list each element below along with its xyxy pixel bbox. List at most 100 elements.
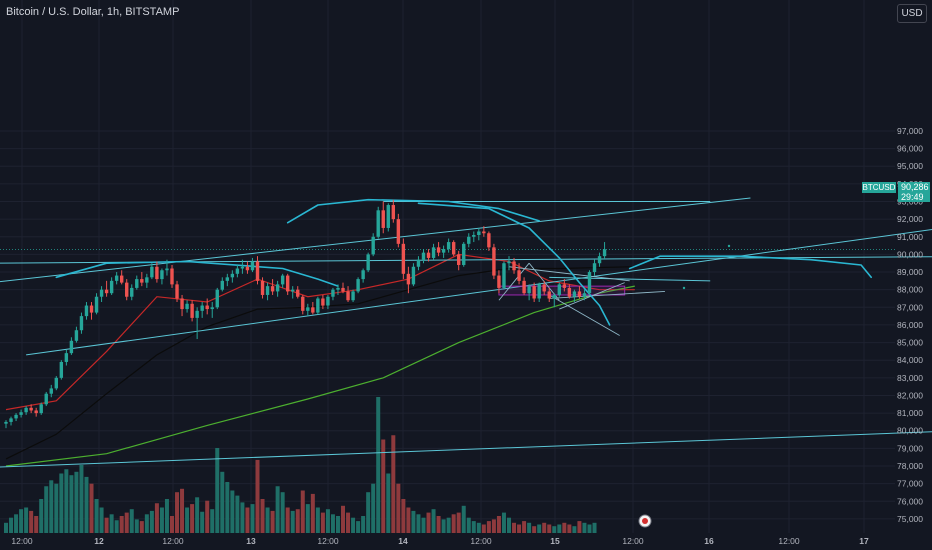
- volume-bar: [310, 493, 315, 533]
- candle-body: [386, 205, 390, 228]
- y-tick-label: 91,000: [897, 232, 923, 242]
- candle-body: [170, 268, 174, 285]
- candle-body: [527, 286, 531, 294]
- volume-bar: [295, 509, 300, 533]
- volume-bar: [346, 512, 351, 533]
- volume-bar: [320, 512, 325, 533]
- trendlines: [0, 197, 932, 468]
- volume-bar: [441, 519, 446, 533]
- candle-body: [592, 263, 597, 273]
- volume-bar: [260, 499, 265, 533]
- candle-body: [446, 242, 451, 250]
- candle-body: [341, 287, 345, 292]
- volume-bar: [240, 502, 245, 533]
- candle-body: [572, 291, 577, 297]
- candle-body: [125, 282, 129, 297]
- candle-body: [135, 279, 139, 288]
- volume-bar: [330, 514, 335, 533]
- freehand-arc: [628, 255, 872, 279]
- candle-body: [416, 259, 421, 267]
- volume-bar: [104, 517, 109, 533]
- volume-bar: [547, 524, 552, 533]
- x-tick-label: 12:00: [778, 536, 800, 546]
- volume-bar: [4, 522, 8, 533]
- candle-body: [401, 243, 406, 274]
- candle-body: [552, 294, 556, 299]
- volume-bar: [169, 516, 174, 533]
- candle-body: [301, 296, 305, 311]
- x-tick-label: 12:00: [162, 536, 184, 546]
- candle-body: [542, 284, 546, 292]
- wedge-line: [508, 266, 630, 282]
- candle-body: [311, 307, 315, 313]
- x-tick-label: 13: [246, 536, 256, 546]
- volume-bar: [592, 522, 597, 533]
- candle-body: [275, 284, 280, 292]
- candle-body: [366, 254, 370, 271]
- candle-body: [441, 249, 446, 253]
- volume-bar: [39, 499, 44, 533]
- volume-bar: [250, 504, 255, 533]
- candle-body: [114, 275, 119, 281]
- candle-body: [24, 407, 28, 413]
- y-tick-label: 89,000: [897, 267, 923, 277]
- volume-bar: [446, 517, 451, 533]
- candle-body: [507, 261, 511, 264]
- candle-body: [14, 414, 18, 419]
- y-tick-label: 78,000: [897, 461, 923, 471]
- marker-dot: [682, 286, 686, 290]
- volume-bar: [386, 473, 391, 533]
- volume-bar: [351, 517, 356, 533]
- candle-body: [582, 293, 587, 297]
- volume-bar: [119, 516, 124, 533]
- volume-bar: [205, 500, 210, 533]
- freehand-arc: [286, 198, 540, 224]
- volume-bar: [275, 486, 280, 533]
- volume-bar: [496, 516, 501, 533]
- volume-bar: [99, 507, 104, 533]
- volume-bar: [245, 507, 250, 533]
- volume-bar: [84, 476, 89, 533]
- volume-bar: [426, 512, 431, 533]
- candle-body: [602, 249, 607, 257]
- candle-body: [69, 340, 74, 354]
- candle-body: [260, 280, 265, 295]
- volume-bar: [14, 514, 19, 533]
- volume-bar: [587, 524, 592, 533]
- candle-body: [79, 316, 84, 331]
- currency-button[interactable]: USD: [897, 4, 927, 23]
- volume-bar: [461, 505, 466, 533]
- y-tick-label: 87,000: [897, 302, 923, 312]
- trendline: [0, 197, 751, 283]
- volume-bar: [24, 507, 29, 533]
- freehand-arc: [55, 260, 339, 287]
- volume-bar: [114, 520, 119, 533]
- candle-body: [457, 254, 461, 265]
- volume-bar: [491, 519, 496, 533]
- volume-bar: [341, 505, 346, 533]
- candle-body: [230, 273, 235, 278]
- candle-body: [34, 410, 38, 414]
- event-badge-dot-icon: [642, 518, 648, 524]
- y-tick-label: 90,000: [897, 249, 923, 259]
- freehand-drawings: [55, 198, 872, 528]
- volume-bar: [507, 517, 511, 533]
- candle-body: [296, 289, 300, 297]
- volume-bar: [69, 475, 74, 533]
- volume-bar: [517, 524, 522, 533]
- candle-body: [497, 275, 501, 288]
- candle-body: [140, 279, 144, 283]
- volume-bar: [74, 471, 79, 533]
- volume-bar: [411, 510, 416, 533]
- y-tick-label: 76,000: [897, 496, 923, 506]
- volume-bar: [270, 510, 275, 533]
- candle-body: [4, 421, 8, 424]
- candle-body: [522, 280, 526, 294]
- candle-body: [119, 275, 124, 283]
- volume-bar: [64, 469, 69, 533]
- y-tick-label: 86,000: [897, 320, 923, 330]
- volume-bar: [572, 526, 577, 533]
- volume-bar: [366, 492, 371, 533]
- candle-body: [235, 268, 240, 274]
